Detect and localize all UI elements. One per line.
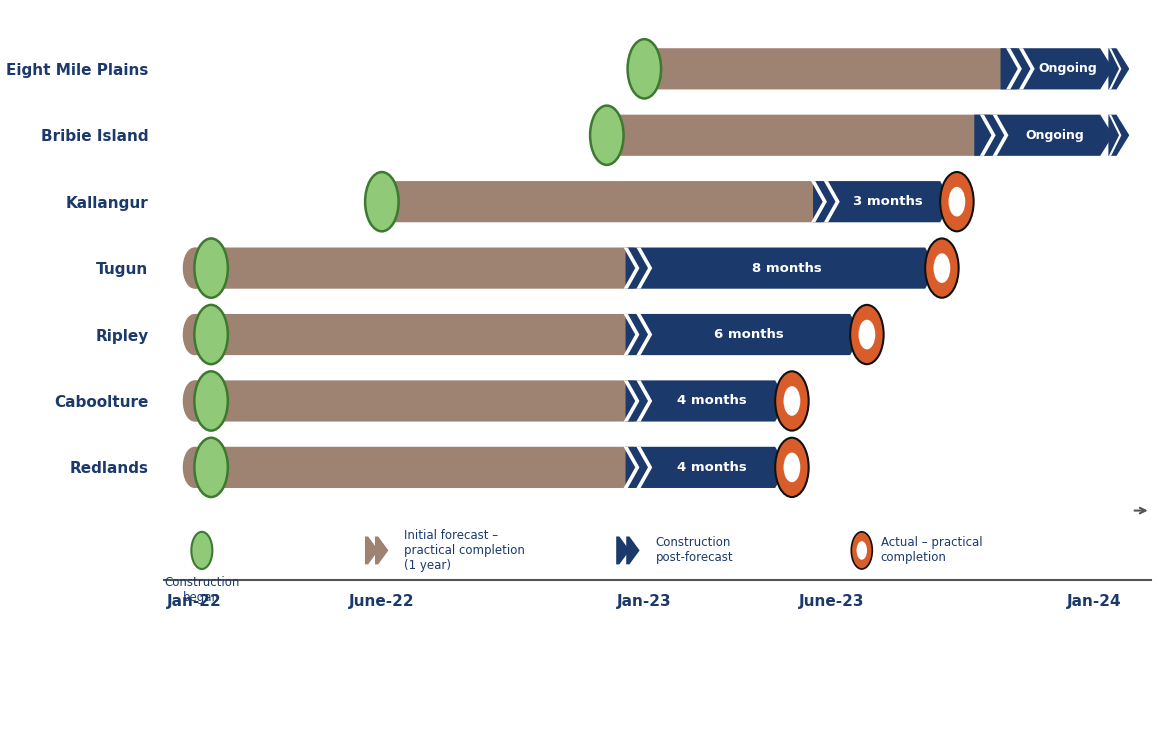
Circle shape <box>370 181 393 222</box>
Polygon shape <box>623 380 640 422</box>
Text: Actual – practical
completion: Actual – practical completion <box>880 536 983 565</box>
Circle shape <box>195 305 228 364</box>
Text: 8 months: 8 months <box>751 262 822 275</box>
Circle shape <box>365 172 399 231</box>
Polygon shape <box>382 181 832 222</box>
Text: 6 months: 6 months <box>714 328 784 341</box>
Polygon shape <box>623 248 640 289</box>
Text: 3 months: 3 months <box>853 195 923 208</box>
Polygon shape <box>607 115 1000 155</box>
Polygon shape <box>1108 115 1129 155</box>
Polygon shape <box>1019 48 1034 89</box>
Polygon shape <box>1108 48 1129 89</box>
Text: 4 months: 4 months <box>676 461 747 474</box>
Polygon shape <box>365 536 378 565</box>
Polygon shape <box>623 314 640 355</box>
Polygon shape <box>626 447 787 488</box>
Polygon shape <box>811 181 826 222</box>
Polygon shape <box>980 115 996 155</box>
Circle shape <box>591 106 623 165</box>
Polygon shape <box>626 248 937 289</box>
Circle shape <box>858 320 876 350</box>
Circle shape <box>925 238 959 298</box>
Text: Construction
post-forecast: Construction post-forecast <box>655 536 734 565</box>
Circle shape <box>783 386 801 416</box>
Polygon shape <box>636 314 653 355</box>
Polygon shape <box>195 380 645 422</box>
Circle shape <box>633 48 656 89</box>
Circle shape <box>949 187 965 217</box>
Polygon shape <box>636 380 653 422</box>
Circle shape <box>850 305 884 364</box>
Polygon shape <box>636 248 653 289</box>
Polygon shape <box>645 48 1027 89</box>
Polygon shape <box>626 536 640 565</box>
Polygon shape <box>814 181 952 222</box>
Polygon shape <box>974 115 1113 155</box>
Circle shape <box>628 39 661 98</box>
Text: Ongoing: Ongoing <box>1026 129 1085 142</box>
Circle shape <box>195 371 228 431</box>
Circle shape <box>775 437 809 497</box>
Polygon shape <box>636 447 653 488</box>
Circle shape <box>595 115 619 155</box>
Text: Construction
began: Construction began <box>164 576 239 603</box>
Polygon shape <box>623 447 640 488</box>
Circle shape <box>195 238 228 298</box>
Polygon shape <box>1108 115 1121 155</box>
Text: 4 months: 4 months <box>676 394 747 408</box>
Polygon shape <box>375 536 389 565</box>
Polygon shape <box>616 536 629 565</box>
Circle shape <box>851 532 872 569</box>
Polygon shape <box>993 115 1008 155</box>
Circle shape <box>183 447 205 488</box>
Circle shape <box>940 172 973 231</box>
Circle shape <box>783 452 801 482</box>
Circle shape <box>183 380 205 422</box>
Circle shape <box>183 314 205 355</box>
Polygon shape <box>626 380 787 422</box>
Circle shape <box>195 437 228 497</box>
Polygon shape <box>195 314 645 355</box>
Polygon shape <box>195 447 645 488</box>
Circle shape <box>191 532 212 569</box>
Text: Ongoing: Ongoing <box>1039 62 1098 75</box>
Circle shape <box>775 371 809 431</box>
Polygon shape <box>1108 48 1121 89</box>
Circle shape <box>857 541 868 559</box>
Circle shape <box>933 253 950 283</box>
Circle shape <box>183 248 205 289</box>
Polygon shape <box>195 248 645 289</box>
Polygon shape <box>626 314 862 355</box>
Polygon shape <box>824 181 839 222</box>
Polygon shape <box>1000 48 1113 89</box>
Polygon shape <box>1006 48 1021 89</box>
Text: Initial forecast –
practical completion
(1 year): Initial forecast – practical completion … <box>404 529 525 572</box>
